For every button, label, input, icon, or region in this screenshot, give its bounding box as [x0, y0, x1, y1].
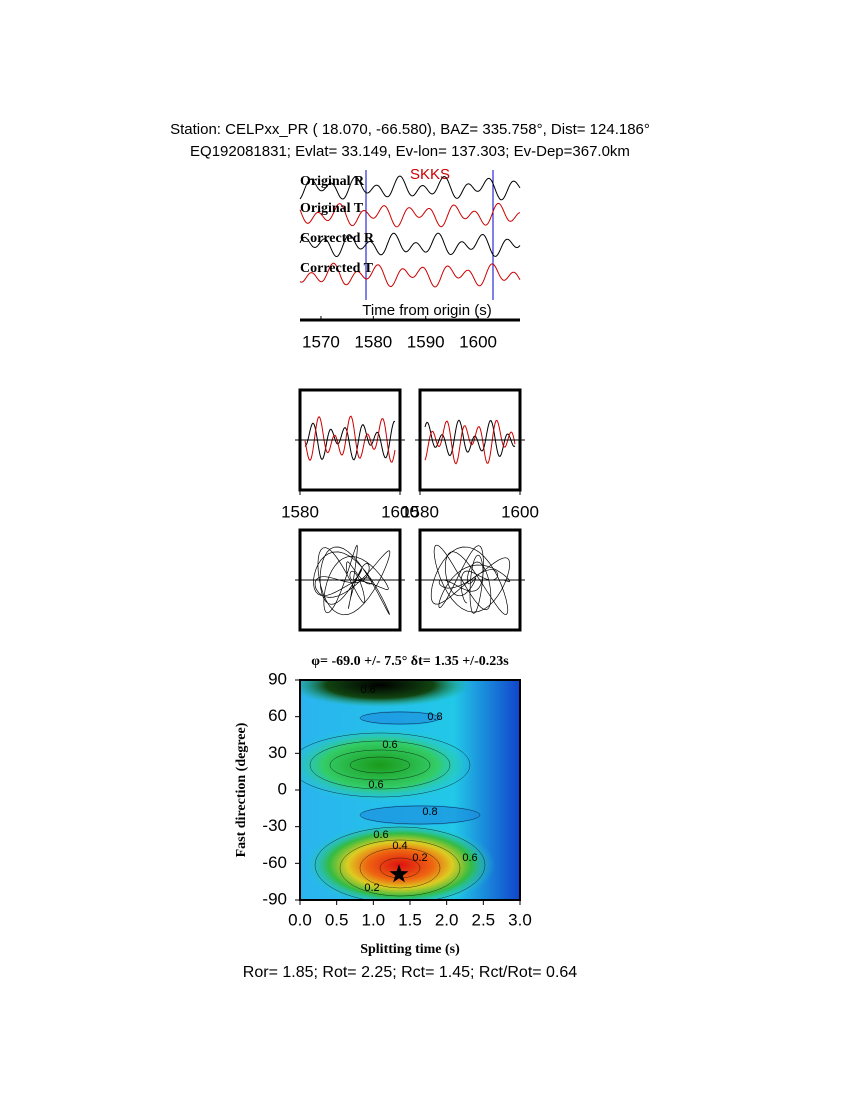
- contour-label: 0.6: [368, 779, 383, 791]
- x-tick-label: 1600: [501, 502, 539, 521]
- trace-label: Corrected T: [300, 261, 374, 276]
- contour-label: 0.4: [392, 840, 407, 852]
- y-tick-label: -60: [262, 853, 287, 872]
- contour-label: 0.6: [462, 852, 477, 864]
- best-fit-star: [389, 864, 409, 883]
- particle-motion: [313, 544, 391, 616]
- contour-label: 0.8: [427, 711, 442, 723]
- particle-motion: [430, 544, 511, 615]
- contour-label: 0.6: [360, 684, 375, 696]
- waveform: [304, 420, 396, 461]
- contour-label: 0.2: [364, 882, 379, 894]
- y-tick-label: 90: [268, 669, 287, 688]
- contour-field: [300, 680, 520, 900]
- x-tick-label: 1600: [459, 332, 497, 351]
- x-tick-label: 0.5: [325, 910, 349, 929]
- waveform: [299, 232, 521, 257]
- contour-label: 0.8: [422, 806, 437, 818]
- x-tick-label: 1580: [401, 502, 439, 521]
- header-line: EQ192081831; Evlat= 33.149, Ev-lon= 137.…: [190, 143, 630, 160]
- phase-label: SKKS: [410, 166, 450, 183]
- y-tick-label: 60: [268, 706, 287, 725]
- contour-label: 0.6: [382, 739, 397, 751]
- y-tick-label: -90: [262, 889, 287, 908]
- waveform: [424, 419, 516, 465]
- x-tick-label: 1600: [381, 502, 419, 521]
- x-tick-label: 1590: [407, 332, 445, 351]
- footer: Ror= 1.85; Rot= 2.25; Rct= 1.45; Rct/Rot…: [243, 964, 578, 981]
- waveform: [304, 415, 396, 463]
- x-tick-label: 1.0: [362, 910, 386, 929]
- waveform: [299, 175, 521, 201]
- contour-label: 0.6: [373, 829, 388, 841]
- x-tick-label: 2.0: [435, 910, 459, 929]
- y-tick-label: 30: [268, 743, 287, 762]
- grid-title: φ= -69.0 +/- 7.5° δt= 1.35 +/-0.23s: [311, 654, 509, 669]
- x-tick-label: 1570: [302, 332, 340, 351]
- x-tick-label: 2.5: [472, 910, 496, 929]
- x-tick-label: 1580: [354, 332, 392, 351]
- header-line: Station: CELPxx_PR ( 18.070, -66.580), B…: [170, 121, 650, 138]
- x-tick-label: 0.0: [288, 910, 312, 929]
- waveform: [299, 262, 521, 288]
- contour-label: 0.2: [412, 852, 427, 864]
- y-tick-label: 0: [278, 779, 287, 798]
- y-tick-label: -30: [262, 816, 287, 835]
- x-axis-label: Splitting time (s): [360, 942, 460, 957]
- x-axis-label: Time from origin (s): [362, 302, 491, 319]
- waveform: [424, 419, 516, 457]
- trace-label: Original T: [300, 201, 364, 216]
- x-tick-label: 1580: [281, 502, 319, 521]
- trace-label: Corrected R: [300, 231, 375, 246]
- x-tick-label: 3.0: [508, 910, 532, 929]
- waveform: [299, 202, 521, 228]
- x-tick-label: 1.5: [398, 910, 422, 929]
- trace-label: Original R: [300, 174, 365, 189]
- y-axis-label: Fast direction (degree): [234, 722, 249, 857]
